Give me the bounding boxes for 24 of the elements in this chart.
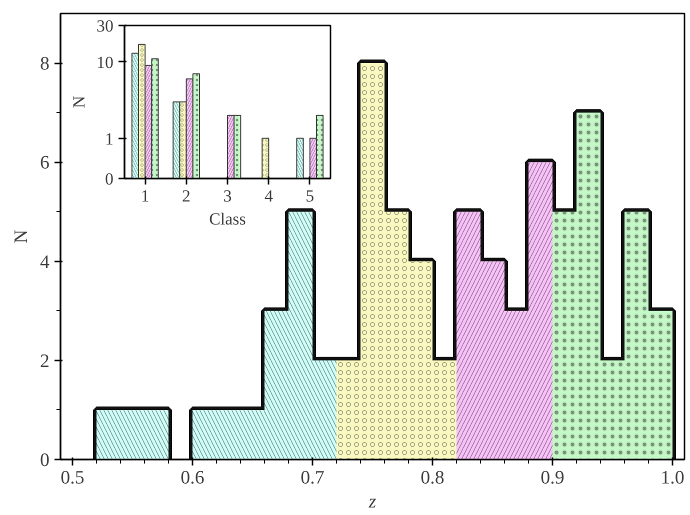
x-axis-title: z <box>368 492 377 512</box>
x-tick-label: 3 <box>223 186 232 206</box>
y-axis-title: N <box>70 96 88 108</box>
y-tick-label: 30 <box>96 16 114 36</box>
y-tick-label: 10 <box>96 52 114 72</box>
x-tick-label: 5 <box>306 186 314 206</box>
x-tick-label: 1 <box>140 186 150 206</box>
x-tick-label: 0.9 <box>540 468 564 488</box>
x-tick-label: 2 <box>182 186 191 206</box>
y-tick-label: 8 <box>40 54 50 75</box>
x-axis-title: Class <box>209 210 246 228</box>
y-tick-label: 1 <box>105 129 114 148</box>
x-tick-label: 0.8 <box>420 468 444 488</box>
x-tick-label: 4 <box>264 186 274 206</box>
x-tick-label: 1.0 <box>660 468 684 488</box>
y-axis-title: N <box>11 229 32 244</box>
y-tick-label: 0 <box>40 450 50 471</box>
y-tick-label: 0 <box>105 170 114 188</box>
x-tick-label: 0.5 <box>60 468 84 488</box>
y-tick-label: 4 <box>40 252 50 273</box>
x-tick-label: 0.6 <box>180 468 204 488</box>
y-tick-label: 2 <box>40 350 50 372</box>
x-tick-label: 0.7 <box>300 468 324 488</box>
y-tick-label: 6 <box>40 152 50 174</box>
